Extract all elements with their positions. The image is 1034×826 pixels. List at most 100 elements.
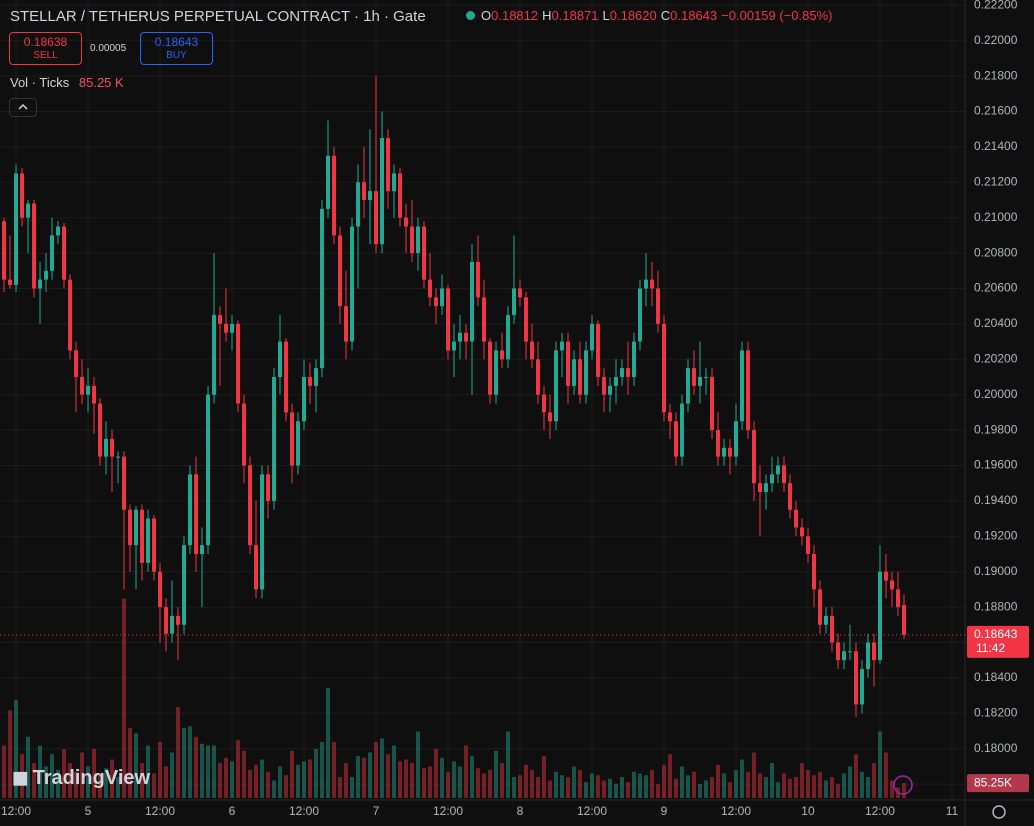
volume-bar [44, 766, 48, 798]
candle-body [290, 412, 294, 466]
candle-body [464, 332, 468, 342]
volume-bar [578, 770, 582, 798]
candle-body [338, 235, 342, 307]
symbol-title: STELLAR / TETHERUS PERPETUAL CONTRACT · … [10, 8, 426, 25]
volume-bar [50, 754, 54, 798]
buy-button[interactable]: 0.18643 BUY [140, 32, 213, 65]
candle-body [356, 182, 360, 227]
x-tick-label: 12:00 [289, 804, 319, 818]
y-tick-label: 0.20800 [974, 245, 1018, 259]
candle-body [494, 350, 498, 395]
volume-bar [752, 752, 756, 798]
candle-body [398, 173, 402, 218]
volume-bar [392, 745, 396, 798]
candle-body [842, 651, 846, 661]
candle-body [128, 509, 132, 546]
volume-bar [872, 763, 876, 798]
sell-button[interactable]: 0.18638 SELL [9, 32, 82, 65]
candle-body [698, 376, 702, 386]
volume-bar [140, 763, 144, 798]
candle-body [500, 350, 504, 360]
candle-body [320, 208, 324, 369]
candle-body [32, 203, 36, 289]
candle-body [326, 155, 330, 209]
candle-body [272, 376, 276, 501]
ohlc-value: 0.18643 [670, 8, 718, 23]
x-tick-label: 12:00 [865, 804, 895, 818]
candle-body [14, 173, 18, 285]
candle-body [122, 456, 126, 510]
volume-bar [596, 775, 600, 798]
candle-body [632, 341, 636, 377]
volume-bar [770, 763, 774, 798]
volume-badge [967, 774, 1029, 793]
candle-body [56, 226, 60, 236]
candle-body [194, 474, 198, 554]
volume-bar [332, 742, 336, 798]
volume-bar [638, 773, 642, 798]
volume-bar [374, 742, 378, 798]
volume-bar [734, 770, 738, 798]
volume-bar [116, 777, 120, 798]
candle-body [596, 323, 600, 377]
volume-bar [710, 777, 714, 798]
volume-bar [92, 749, 96, 798]
volume-bar [572, 766, 576, 798]
x-tick-label: 10 [801, 804, 815, 818]
candle-body [722, 447, 726, 457]
ohlc-label: C [660, 8, 671, 23]
candle-body [212, 315, 216, 395]
candle-body [728, 447, 732, 457]
buy-price: 0.18643 [154, 35, 199, 49]
volume-bar [170, 752, 174, 798]
candle-body [830, 615, 834, 643]
volume-bar [842, 773, 846, 798]
status-dot [466, 11, 475, 20]
volume-bar [110, 759, 114, 798]
volume-bar [788, 778, 792, 798]
buy-label: BUY [166, 50, 187, 61]
candle-body [542, 394, 546, 413]
candle-body [422, 226, 426, 280]
candle-body [254, 545, 258, 590]
volume-bar [242, 750, 246, 798]
candle-body [518, 288, 522, 298]
candle-body [782, 465, 786, 484]
volume-bar [380, 738, 384, 798]
candle-body [278, 341, 282, 377]
candle-body [458, 332, 462, 342]
candle-body [734, 421, 738, 457]
volume-bar [260, 759, 264, 798]
candle-body [440, 288, 444, 307]
volume-bar [470, 756, 474, 798]
y-tick-label: 0.19400 [974, 493, 1018, 507]
x-tick-label: 12:00 [433, 804, 463, 818]
volume-bar [314, 749, 318, 798]
volume-bar [398, 761, 402, 798]
candle-body [86, 385, 90, 395]
volume-bar [404, 759, 408, 798]
volume-bar [488, 770, 492, 798]
volume-bar [548, 780, 552, 798]
candle-body [68, 279, 72, 351]
price-badge-time: 11:42 [976, 641, 1005, 655]
volume-bar [434, 749, 438, 798]
candle-body [854, 651, 858, 705]
candle-body [590, 323, 594, 351]
candle-body [758, 483, 762, 493]
candle-body [602, 376, 606, 395]
candle-body [572, 359, 576, 386]
candle-body [674, 421, 678, 457]
candle-body [668, 412, 672, 422]
volume-bar [704, 780, 708, 798]
volume-bar [800, 763, 804, 798]
candle-body [8, 279, 12, 285]
volume-bar [626, 782, 630, 798]
volume-bar [692, 771, 696, 798]
candle-body [296, 421, 300, 466]
collapse-button[interactable] [9, 98, 37, 117]
candle-body [158, 571, 162, 608]
volume-bar [662, 764, 666, 798]
volume-bar [302, 761, 306, 798]
x-tick-label: 12:00 [721, 804, 751, 818]
